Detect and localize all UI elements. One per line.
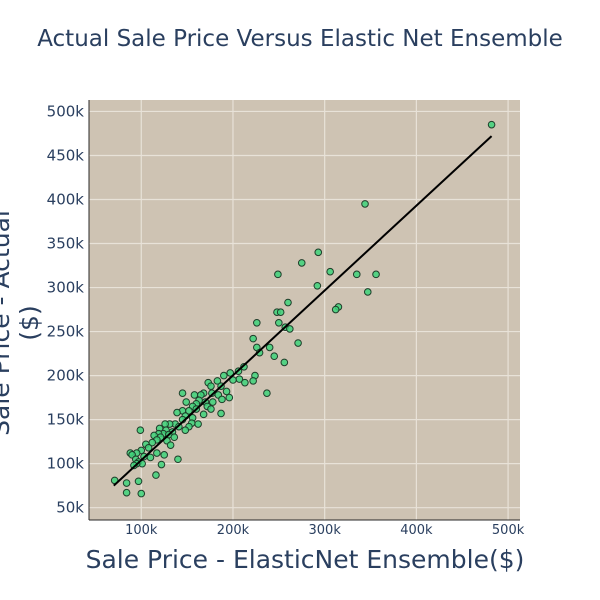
data-point [181,426,190,434]
data-point [157,460,166,469]
data-point [174,455,182,464]
data-point [286,325,294,333]
y-tick-label: 400k [47,190,85,208]
chart-title: Actual Sale Price Versus Elastic Net Ens… [37,26,563,52]
fit-line [113,135,493,487]
y-tick-label: 500k [47,102,85,120]
data-point [137,489,146,498]
data-point [363,288,372,296]
data-point [185,407,193,415]
data-point [225,393,234,402]
y-tick-label: 250k [47,323,85,341]
data-point [352,270,361,279]
data-point [326,267,334,276]
x-tick-label: 500k [492,523,525,538]
data-point [276,308,285,317]
data-point [130,461,138,470]
data-point [208,398,217,406]
data-point [270,352,279,361]
data-point [213,377,222,385]
data-point [152,471,160,479]
y-tick-label: 50k [56,499,84,517]
y-tick-label: 450k [47,146,85,164]
data-point [263,389,271,398]
data-point [222,387,231,396]
data-point [207,382,215,390]
data-point [178,389,187,398]
data-point [173,408,181,417]
x-tick-label: 300k [309,523,342,538]
data-point [166,441,175,449]
data-point [160,451,168,459]
data-point [146,453,155,462]
y-tick-label: 100k [47,455,85,473]
data-point [134,477,143,486]
data-point [153,449,161,457]
data-point [249,334,257,343]
data-point [136,426,145,434]
data-point [294,339,302,347]
data-point [218,395,226,404]
data-point [253,318,261,327]
axes: 100k 200k 300k 400k 500k 50k 100k 150k 200k 250k 3… [47,100,525,538]
data-point [122,479,131,487]
data-point [220,371,228,380]
data-point [144,443,153,452]
y-tick-label: 200k [47,367,85,385]
data-point [217,409,225,418]
data-point [314,248,323,257]
y-tick-label: 350k [47,235,85,253]
data-point [331,305,340,314]
data-point [274,270,282,279]
data-point [313,281,322,290]
grid-lines [89,100,520,520]
data-point [372,270,380,279]
y-tick-label: 150k [47,411,85,429]
data-point [297,259,306,267]
data-point [275,318,283,327]
data-point [284,298,292,307]
y-tick-label: 300k [47,279,85,297]
data-point [265,343,274,352]
fit-line-group [113,135,493,487]
x-tick-label: 200k [217,523,250,538]
data-point [240,362,248,371]
data-point [207,405,215,413]
data-point [161,420,169,428]
data-point [241,378,249,387]
data-point [170,433,179,442]
data-point [487,120,496,129]
x-tick-label: 100k [125,523,158,538]
data-point [194,420,202,428]
data-point [122,488,131,497]
data-point [182,398,191,406]
x-tick-label: 400k [400,523,433,538]
data-point [199,410,208,419]
data-point [249,377,257,385]
data-point [361,200,369,208]
x-axis-title: Sale Price - ElasticNet Ensemble($) [85,545,525,574]
data-point [226,369,235,377]
data-point [280,358,289,367]
